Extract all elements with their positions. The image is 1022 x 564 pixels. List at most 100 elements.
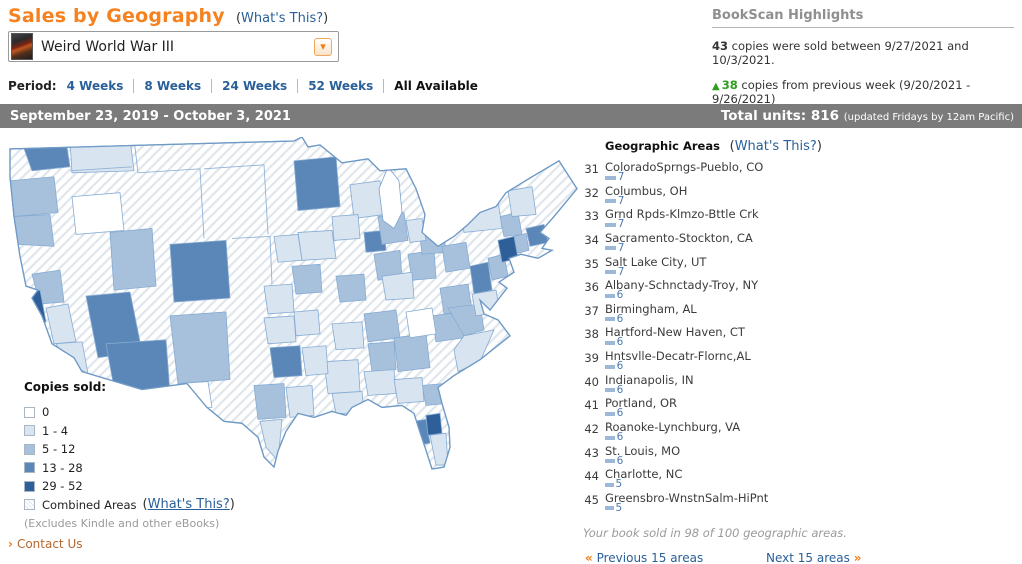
bookscan-highlights-panel: BookScan Highlights 43 copies were sold … — [712, 8, 1014, 106]
area-name: Roanoke-Lynchburg, VA — [605, 421, 741, 435]
area-name: Portland, OR — [605, 397, 677, 411]
period-option-52-weeks[interactable]: 52 Weeks — [298, 79, 385, 93]
period-option-24-weeks[interactable]: 24 Weeks — [212, 79, 299, 93]
area-rank: 32 — [584, 185, 599, 200]
contact-us-link[interactable]: › Contact Us — [8, 537, 83, 551]
area-value: 7 — [617, 194, 625, 207]
area-rank: 33 — [584, 209, 599, 224]
whats-this-link[interactable]: What's This? — [147, 497, 230, 512]
sales-bar — [605, 506, 614, 511]
previous-15-areas-link[interactable]: « Previous 15 areas — [585, 550, 704, 564]
area-row: 35 Salt Lake City, UT 7 — [583, 256, 1019, 280]
sales-bar — [605, 340, 615, 345]
chevron-down-icon[interactable]: ▾ — [314, 37, 332, 56]
area-value: 5 — [615, 478, 623, 491]
area-rank: 39 — [584, 351, 599, 366]
whats-this-link[interactable]: What's This? — [734, 139, 817, 154]
area-value: 7 — [617, 265, 625, 278]
period-label: Period: — [8, 79, 57, 93]
area-row: 41 Portland, OR 6 — [583, 397, 1019, 421]
period-selector: Period: 4 Weeks 8 Weeks 24 Weeks 52 Weeks All… — [8, 79, 478, 93]
title-row: Sales by Geography (What's This?) — [8, 5, 328, 27]
sales-bar — [605, 175, 616, 180]
selected-book-title: Weird World War III — [41, 38, 175, 55]
area-name: Hntsvlle-Decatr-Flornc,AL — [605, 350, 751, 364]
area-row: 32 Columbus, OH 7 — [583, 185, 1019, 209]
area-row: 36 Albany-Schnctady-Troy, NY 6 — [583, 279, 1019, 303]
area-value: 6 — [616, 289, 624, 302]
double-arrow-right-icon: » — [853, 550, 862, 564]
legend-swatch — [24, 480, 35, 492]
whats-this-link[interactable]: What's This? — [241, 11, 324, 26]
area-name: Sacramento-Stockton, CA — [605, 231, 753, 245]
legend-swatch — [24, 443, 35, 455]
sales-bar — [605, 317, 615, 322]
area-rank: 31 — [584, 162, 599, 176]
area-name: St. Louis, MO — [605, 444, 681, 458]
area-value: 6 — [616, 312, 624, 325]
area-value: 7 — [617, 171, 625, 183]
geographic-areas-panel: Geographic Areas (What's This?) 31 Colora… — [583, 137, 1019, 564]
map-legend: Copies sold: 0 1 - 4 5 - 12 13 - 28 29 -… — [24, 380, 244, 530]
area-row: 42 Roanoke-Lynchburg, VA 6 — [583, 421, 1019, 445]
area-name: Birmingham, AL — [605, 302, 697, 316]
sales-bar — [605, 270, 616, 275]
areas-pagination: « Previous 15 areas Next 15 areas » — [583, 551, 1019, 564]
area-name: Salt Lake City, UT — [605, 255, 707, 269]
area-value: 7 — [617, 241, 625, 254]
us-sales-choropleth-map — [2, 136, 584, 475]
area-rank: 42 — [584, 422, 599, 437]
area-row: 37 Birmingham, AL 6 — [583, 303, 1019, 327]
area-rank: 35 — [584, 256, 599, 271]
legend-item-0: 0 — [24, 404, 244, 420]
us-map-svg — [9, 136, 578, 470]
legend-item-13-28: 13 - 28 — [24, 460, 244, 476]
weekly-change-line: ▲ 38 copies from previous week (9/20/2021… — [712, 78, 971, 106]
area-rank: 38 — [584, 327, 599, 342]
sales-bar — [605, 459, 615, 464]
ebook-exclusion-note: (Excludes Kindle and other eBooks) — [24, 516, 220, 530]
sales-bar — [605, 435, 615, 440]
area-value: 6 — [616, 383, 624, 396]
arrow-right-icon: › — [8, 537, 13, 551]
area-name: Greensbro-WnstnSalm-HiPnt — [605, 491, 769, 505]
coverage-summary: Your book sold in 98 of 100 geographic a… — [583, 525, 847, 540]
area-row: 33 Grnd Rpds-Klmzo-Bttle Crk 7 — [583, 208, 1019, 232]
area-value: 5 — [615, 501, 623, 514]
period-option-4-weeks[interactable]: 4 Weeks — [64, 79, 135, 93]
area-rank: 44 — [584, 469, 599, 484]
area-value: 6 — [616, 431, 624, 444]
legend-swatch — [24, 406, 35, 418]
area-name: Hartford-New Haven, CT — [605, 326, 745, 340]
sales-bar — [605, 199, 616, 204]
sales-bar — [605, 222, 616, 227]
date-range-bar: September 23, 2019 - October 3, 2021 Tot… — [0, 104, 1022, 128]
area-value: 6 — [616, 336, 624, 349]
legend-swatch — [24, 462, 35, 473]
up-arrow-icon: ▲ — [712, 81, 720, 92]
areas-whats-this: (What's This?) — [729, 139, 822, 154]
update-note: (updated Fridays by 12am Pacific) — [843, 112, 1014, 123]
area-row: 31 ColoradoSprngs-Pueblo, CO 7 — [583, 161, 1019, 185]
sales-bar — [605, 364, 615, 369]
sales-bar — [605, 388, 615, 393]
legend-item-29-52: 29 - 52 — [24, 478, 244, 494]
legend-swatch — [24, 425, 35, 436]
area-name: Grnd Rpds-Klmzo-Bttle Crk — [605, 208, 759, 222]
sales-bar — [605, 293, 615, 298]
area-row: 45 Greensbro-WnstnSalm-HiPnt 5 — [583, 492, 1019, 516]
next-15-areas-link[interactable]: Next 15 areas » — [766, 550, 862, 564]
area-row: 43 St. Louis, MO 6 — [583, 445, 1019, 469]
area-rank: 45 — [584, 492, 599, 507]
legend-item-5-12: 5 - 12 — [24, 441, 244, 457]
book-selector-dropdown[interactable]: Weird World War III ▾ — [8, 31, 339, 62]
area-value: 7 — [617, 218, 625, 231]
area-name: Charlotte, NC — [605, 468, 683, 482]
geographic-areas-heading: Geographic Areas (What's This?) — [605, 139, 822, 154]
area-name: Columbus, OH — [605, 184, 688, 198]
sales-bar — [605, 482, 614, 487]
area-rank: 43 — [584, 445, 599, 460]
highlights-heading: BookScan Highlights — [712, 8, 1014, 28]
period-option-8-weeks[interactable]: 8 Weeks — [134, 79, 213, 93]
